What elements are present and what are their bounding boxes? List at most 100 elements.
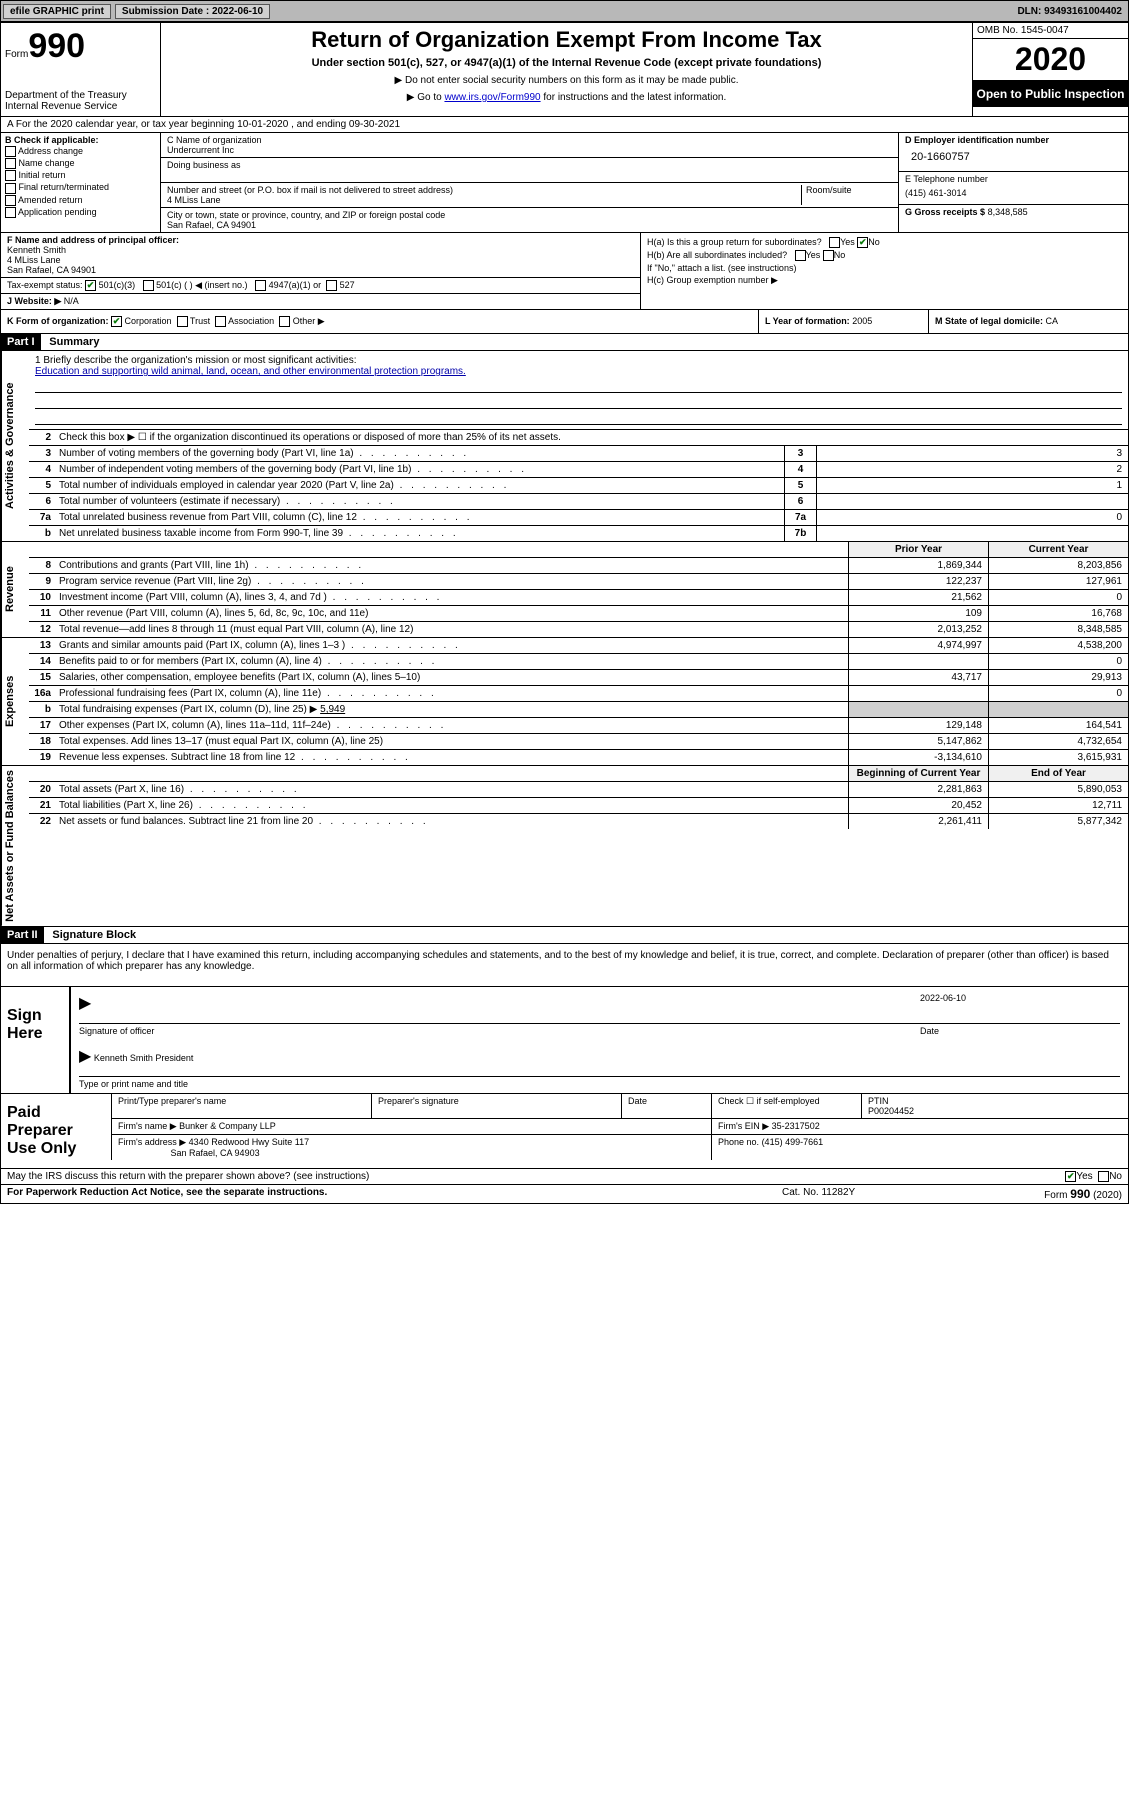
mission-question: 1 Briefly describe the organization's mi… — [35, 355, 1122, 366]
chk-527[interactable] — [326, 280, 337, 291]
line-16a-desc: Professional fundraising fees (Part IX, … — [55, 686, 848, 701]
discuss-answers: ✔Yes No — [1065, 1171, 1122, 1182]
line-12-current: 8,348,585 — [988, 622, 1128, 637]
line-20-desc: Total assets (Part X, line 16) — [55, 782, 848, 797]
row-k-l-m: K Form of organization: ✔ Corporation Tr… — [1, 310, 1128, 334]
phone-value: (415) 461-3014 — [905, 184, 1122, 202]
form-number-big: 990 — [28, 27, 85, 65]
note-link-post: for instructions and the latest informat… — [541, 92, 727, 103]
line-8: 8Contributions and grants (Part VIII, li… — [29, 558, 1128, 574]
chk-other[interactable] — [279, 316, 290, 327]
officer-name: Kenneth Smith — [7, 245, 66, 255]
line-16a-current: 0 — [988, 686, 1128, 701]
chk-501c[interactable] — [143, 280, 154, 291]
line-17: 17Other expenses (Part IX, column (A), l… — [29, 718, 1128, 734]
dln-label: DLN: — [1017, 6, 1041, 17]
line-15-desc: Salaries, other compensation, employee b… — [55, 670, 848, 685]
hb-no[interactable] — [823, 250, 834, 261]
part-2-title: Signature Block — [46, 927, 142, 943]
dln-value: 93493161004402 — [1044, 6, 1122, 17]
footer-pra: For Paperwork Reduction Act Notice, see … — [7, 1187, 782, 1201]
line-14-prior — [848, 654, 988, 669]
line-18-prior: 5,147,862 — [848, 734, 988, 749]
line-9: 9Program service revenue (Part VIII, lin… — [29, 574, 1128, 590]
discuss-row: May the IRS discuss this return with the… — [1, 1169, 1128, 1185]
ha-yes[interactable] — [829, 237, 840, 248]
dba-label: Doing business as — [167, 160, 892, 170]
line-17-current: 164,541 — [988, 718, 1128, 733]
l-value: 2005 — [852, 316, 872, 326]
firm-ein-cell: Firm's EIN ▶ 35-2317502 — [711, 1119, 1128, 1134]
org-name-cell: C Name of organization Undercurrent Inc — [161, 133, 898, 158]
vtab-expenses: Expenses — [1, 638, 29, 765]
line-16b-val: 5,949 — [320, 704, 345, 715]
sig-date-value: 2022-06-10 — [920, 993, 1120, 1013]
dept-irs: Internal Revenue Service — [5, 101, 156, 112]
chk-initial-return[interactable]: Initial return — [5, 170, 156, 181]
submission-date-value: 2022-06-10 — [212, 6, 263, 17]
chk-501c3[interactable]: ✔ — [85, 280, 96, 291]
efile-print-button[interactable]: efile GRAPHIC print — [3, 4, 111, 19]
line-10: 10Investment income (Part VIII, column (… — [29, 590, 1128, 606]
line-11-desc: Other revenue (Part VIII, column (A), li… — [55, 606, 848, 621]
chk-amended-return[interactable]: Amended return — [5, 195, 156, 206]
chk-label: Name change — [19, 158, 75, 168]
form-subtitle: Under section 501(c), 527, or 4947(a)(1)… — [165, 57, 968, 69]
form-number: Form990 — [5, 27, 156, 66]
line-18-desc: Total expenses. Add lines 13–17 (must eq… — [55, 734, 848, 749]
discuss-yes[interactable]: ✔ — [1065, 1171, 1076, 1182]
sig-officer-label: Signature of officer — [79, 1026, 920, 1036]
line-12-prior: 2,013,252 — [848, 622, 988, 637]
firm-name-cell: Firm's name ▶ Bunker & Company LLP — [111, 1119, 711, 1134]
discuss-no[interactable] — [1098, 1171, 1109, 1182]
arrow-icon: ▶ — [79, 995, 91, 1012]
officer-addr2: San Rafael, CA 94901 — [7, 265, 96, 275]
officer-addr1: 4 MLiss Lane — [7, 255, 61, 265]
form990-link[interactable]: www.irs.gov/Form990 — [444, 92, 540, 103]
declaration-block: Under penalties of perjury, I declare th… — [1, 944, 1128, 987]
line-16b: b Total fundraising expenses (Part IX, c… — [29, 702, 1128, 718]
chk-application-pending[interactable]: Application pending — [5, 207, 156, 218]
line-16b-text: Total fundraising expenses (Part IX, col… — [59, 704, 317, 715]
chk-assoc[interactable] — [215, 316, 226, 327]
submission-date-button[interactable]: Submission Date : 2022-06-10 — [115, 4, 270, 19]
chk-address-change[interactable]: Address change — [5, 146, 156, 157]
vtab-governance: Activities & Governance — [1, 351, 29, 541]
line-10-current: 0 — [988, 590, 1128, 605]
line-19-current: 3,615,931 — [988, 750, 1128, 765]
firm-ein-label: Firm's EIN ▶ — [718, 1121, 769, 1131]
section-f-left: F Name and address of principal officer:… — [1, 233, 641, 309]
hdr-prior-year: Prior Year — [848, 542, 988, 557]
line-7b-val — [816, 526, 1128, 541]
line-21-end: 12,711 — [988, 798, 1128, 813]
chk-name-change[interactable]: Name change — [5, 158, 156, 169]
line-6-desc: Total number of volunteers (estimate if … — [55, 494, 784, 509]
ha-label: H(a) Is this a group return for subordin… — [647, 237, 822, 247]
part-1-title: Summary — [43, 334, 105, 350]
ha-no[interactable]: ✔ — [857, 237, 868, 248]
chk-label: Address change — [18, 146, 83, 156]
col-b-title: B Check if applicable: — [5, 135, 156, 145]
chk-4947[interactable] — [255, 280, 266, 291]
hdr-end: End of Year — [988, 766, 1128, 781]
line-21-beg: 20,452 — [848, 798, 988, 813]
section-revenue: Revenue Prior Year Current Year 8Contrib… — [1, 542, 1128, 638]
note-ssn: ▶ Do not enter social security numbers o… — [165, 75, 968, 86]
chk-final-return[interactable]: Final return/terminated — [5, 182, 156, 193]
revenue-header-row: Prior Year Current Year — [29, 542, 1128, 558]
line-5-desc: Total number of individuals employed in … — [55, 478, 784, 493]
line-3: 3Number of voting members of the governi… — [29, 446, 1128, 462]
website-label: J Website: ▶ — [7, 296, 61, 306]
tax-status-row: Tax-exempt status: ✔ 501(c)(3) 501(c) ( … — [1, 277, 640, 294]
firm-addr-label: Firm's address ▶ — [118, 1137, 186, 1147]
chk-corp[interactable]: ✔ — [111, 316, 122, 327]
line-18: 18Total expenses. Add lines 13–17 (must … — [29, 734, 1128, 750]
firm-phone-label: Phone no. — [718, 1137, 759, 1147]
lbl-trust: Trust — [190, 316, 210, 326]
header-right: OMB No. 1545-0047 2020 Open to Public In… — [972, 23, 1128, 116]
chk-trust[interactable] — [177, 316, 188, 327]
hb-yes[interactable] — [795, 250, 806, 261]
form-header: Form990 Department of the Treasury Inter… — [1, 23, 1128, 117]
line-22-end: 5,877,342 — [988, 814, 1128, 829]
hb-note: If "No," attach a list. (see instruction… — [647, 263, 1122, 273]
